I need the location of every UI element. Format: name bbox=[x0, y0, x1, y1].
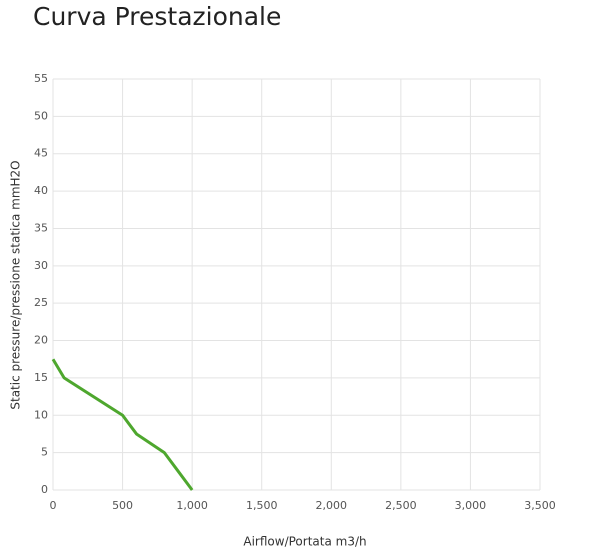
y-tick-label: 5 bbox=[41, 446, 48, 459]
y-axis-label: Static pressure/pressione statica mmH2O bbox=[9, 160, 23, 409]
x-tick-label: 1,500 bbox=[246, 499, 278, 512]
data-line bbox=[51, 358, 194, 491]
y-tick-label: 25 bbox=[34, 296, 48, 309]
x-tick-label: 2,500 bbox=[385, 499, 417, 512]
y-tick-label: 20 bbox=[34, 334, 48, 347]
y-tick-label: 15 bbox=[34, 371, 48, 384]
y-tick-label: 0 bbox=[41, 483, 48, 496]
y-tick-label: 35 bbox=[34, 221, 48, 234]
y-tick-label: 50 bbox=[34, 109, 48, 122]
y-tick-label: 40 bbox=[34, 184, 48, 197]
x-tick-label: 3,500 bbox=[524, 499, 556, 512]
y-tick-label: 10 bbox=[34, 408, 48, 421]
x-tick-label: 3,000 bbox=[455, 499, 487, 512]
chart-title: Curva Prestazionale bbox=[33, 2, 281, 31]
x-tick-label: 1,000 bbox=[176, 499, 208, 512]
y-tick-label: 55 bbox=[34, 72, 48, 85]
y-tick-label: 45 bbox=[34, 147, 48, 160]
x-tick-label: 500 bbox=[112, 499, 133, 512]
x-tick-label: 0 bbox=[50, 499, 57, 512]
y-tick-label: 30 bbox=[34, 259, 48, 272]
x-axis-label: Airflow/Portata m3/h bbox=[243, 535, 366, 549]
x-tick-label: 2,000 bbox=[316, 499, 348, 512]
